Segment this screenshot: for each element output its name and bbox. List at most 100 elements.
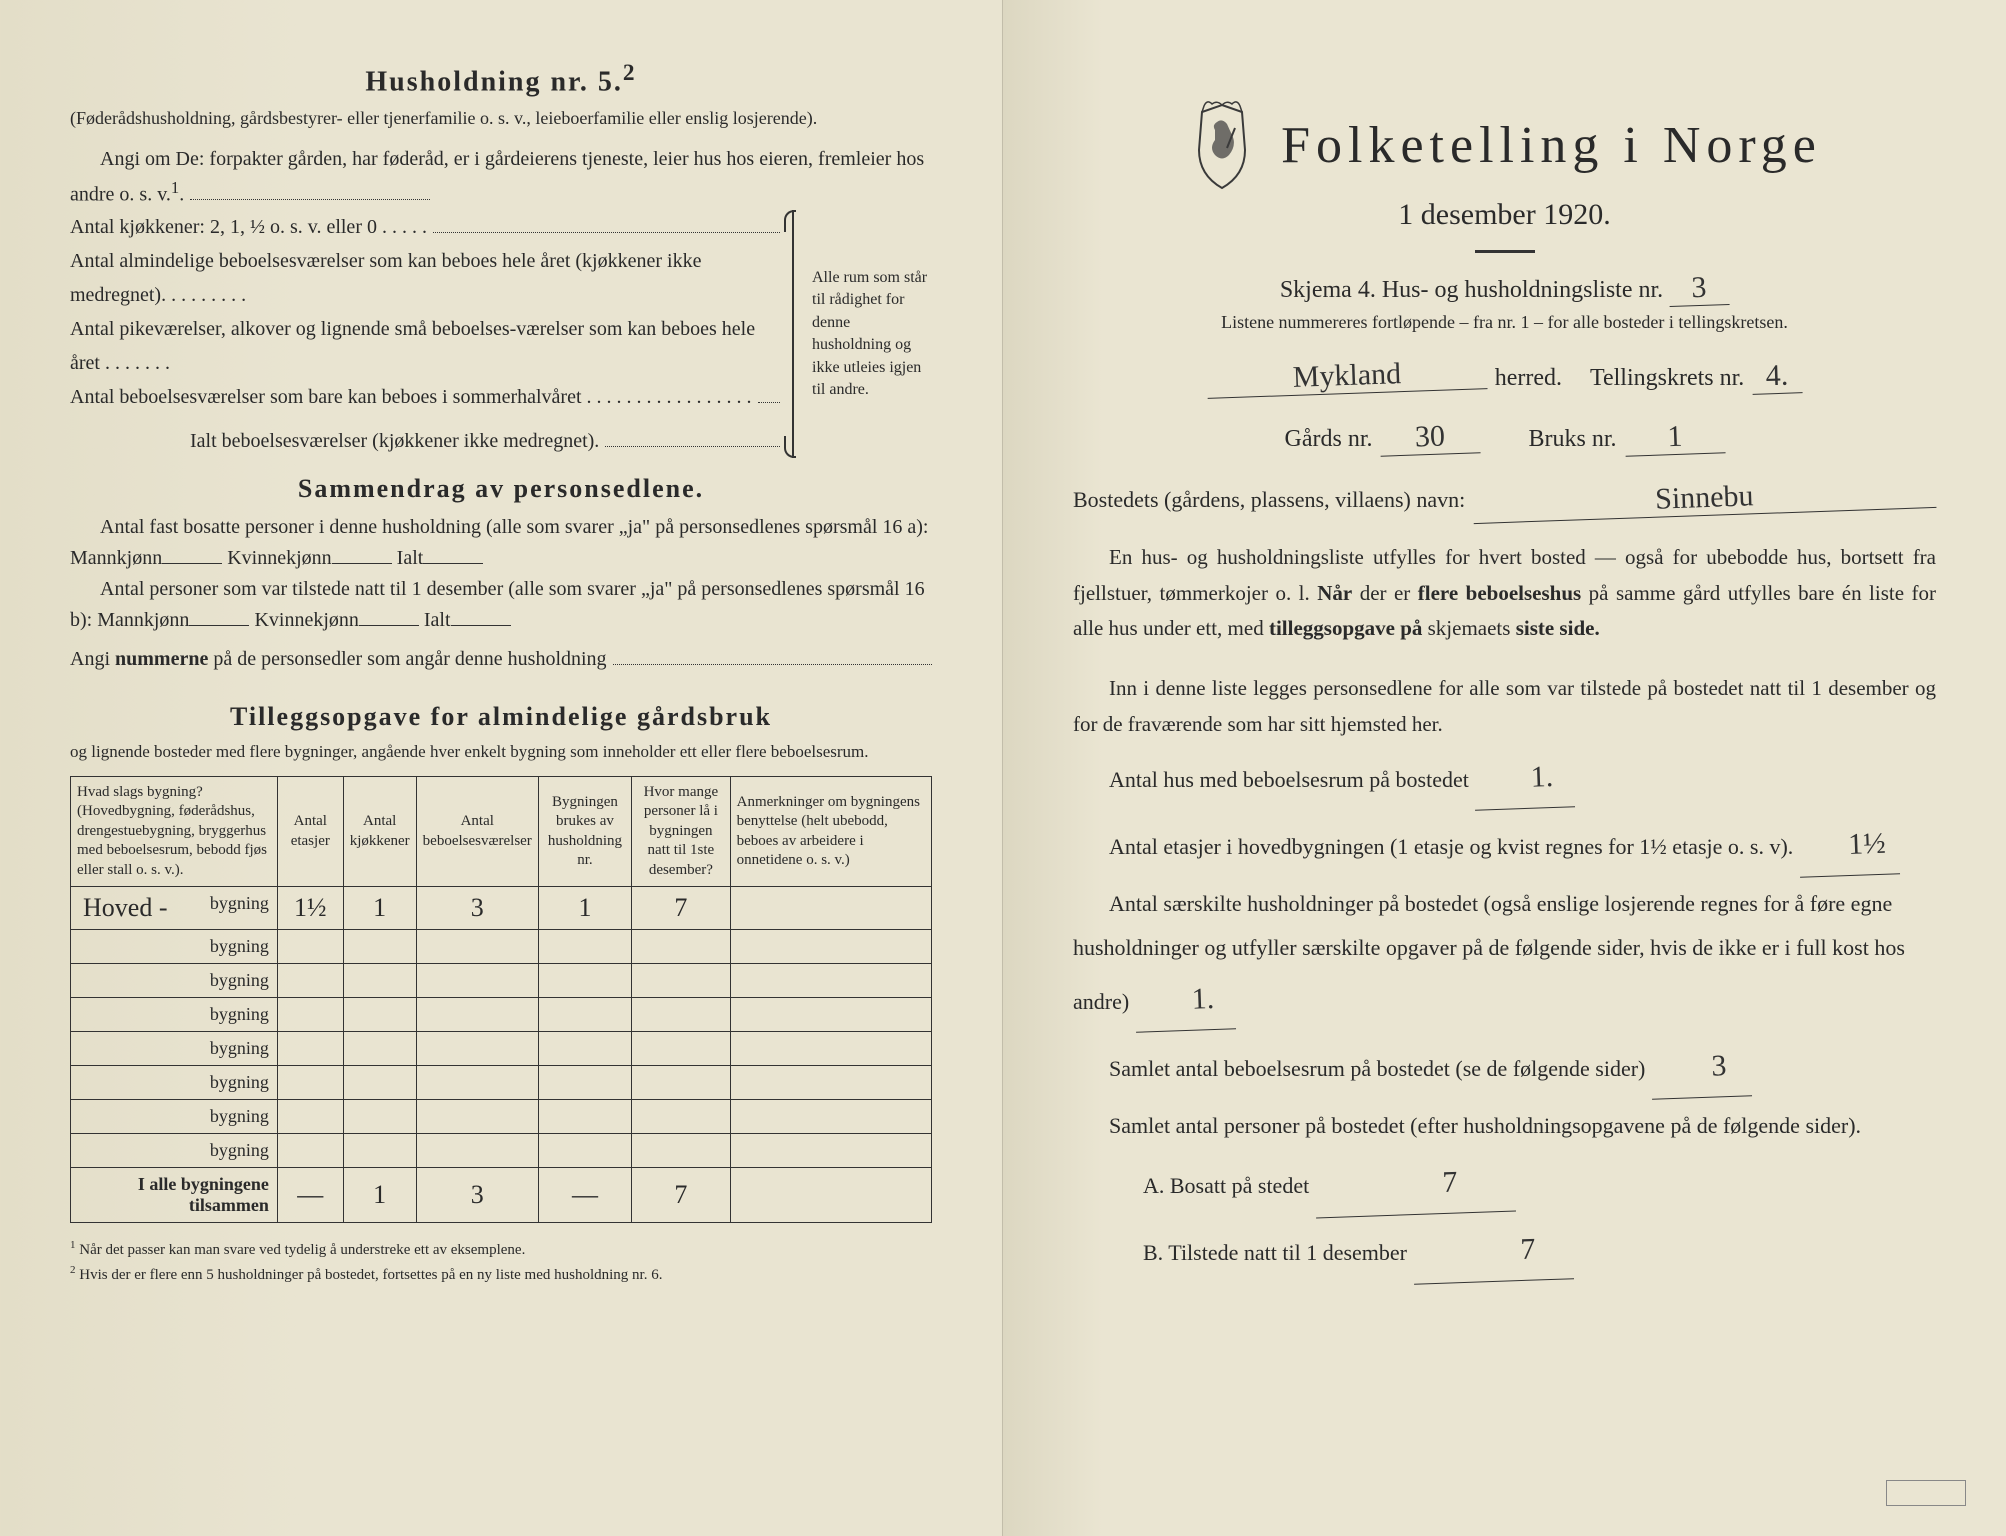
table-header-row: Hvad slags bygning? (Hovedbygning, føder… bbox=[71, 776, 932, 887]
table-cell: 3 bbox=[416, 887, 538, 930]
table-row: bygning bbox=[71, 1134, 932, 1168]
skjema-nr-value: 3 bbox=[1669, 270, 1730, 307]
table-cell bbox=[277, 1066, 343, 1100]
qA: A. Bosatt på stedet 7 bbox=[1073, 1154, 1936, 1215]
table-cell bbox=[632, 1100, 731, 1134]
table-cell bbox=[730, 930, 931, 964]
main-title: Folketelling i Norge bbox=[1281, 116, 1822, 175]
para-2: Inn i denne liste legges personsedlene f… bbox=[1073, 671, 1936, 742]
left-page: Husholdning nr. 5.2 (Føderådshusholdning… bbox=[0, 0, 1003, 1536]
totals-label: I alle bygningene tilsammen bbox=[71, 1168, 278, 1223]
row-label: bygning bbox=[71, 930, 278, 964]
bosted-value: Sinnebu bbox=[1473, 473, 1937, 524]
th-notes: Anmerkninger om bygningens benyttelse (h… bbox=[730, 776, 931, 887]
row-label: bygning bbox=[71, 1066, 278, 1100]
table-cell bbox=[343, 1100, 416, 1134]
table-cell bbox=[416, 1066, 538, 1100]
qB: B. Tilstede natt til 1 desember 7 bbox=[1073, 1221, 1936, 1282]
th-rooms: Antal beboelsesværelser bbox=[416, 776, 538, 887]
rooms-block: Antal kjøkkener: 2, 1, ½ o. s. v. eller … bbox=[70, 210, 932, 458]
table-cell bbox=[277, 998, 343, 1032]
table-row: bygning bbox=[71, 1066, 932, 1100]
brace-note: Alle rum som står til rådighet for denne… bbox=[792, 210, 932, 458]
totals-c1: — bbox=[277, 1168, 343, 1223]
tillegg-title: Tilleggsopgave for almindelige gårdsbruk bbox=[70, 702, 932, 732]
q4: Samlet antal beboelsesrum på bostedet (s… bbox=[1073, 1037, 1936, 1098]
buildings-table: Hvad slags bygning? (Hovedbygning, føder… bbox=[70, 776, 932, 1224]
totals-c5: 7 bbox=[632, 1168, 731, 1223]
table-cell bbox=[730, 1032, 931, 1066]
q1-value: 1. bbox=[1473, 747, 1575, 811]
header: Folketelling i Norge bbox=[1073, 100, 1936, 190]
table-cell bbox=[416, 930, 538, 964]
household-angi: Angi om De: forpakter gården, har føderå… bbox=[70, 144, 932, 211]
table-cell: 1 bbox=[343, 887, 416, 930]
th-persons: Hvor mange personer lå i bygningen natt … bbox=[632, 776, 731, 887]
row-label: bygning bbox=[71, 964, 278, 998]
table-cell bbox=[538, 998, 631, 1032]
table-cell: 1 bbox=[538, 887, 631, 930]
table-cell bbox=[632, 964, 731, 998]
pike-line: Antal pikeværelser, alkover og lignende … bbox=[70, 312, 774, 380]
printer-stamp bbox=[1886, 1480, 1966, 1506]
table-totals-row: I alle bygningene tilsammen — 1 3 — 7 bbox=[71, 1168, 932, 1223]
total-line: Ialt beboelsesværelser (kjøkkener ikke m… bbox=[190, 424, 599, 458]
household-title: Husholdning nr. 5.2 bbox=[70, 60, 932, 98]
table-cell bbox=[632, 1066, 731, 1100]
gard-row: Gårds nr. 30 Bruks nr. 1 bbox=[1073, 420, 1936, 455]
table-cell bbox=[730, 964, 931, 998]
gard-value: 30 bbox=[1380, 418, 1481, 456]
table-row: bygning bbox=[71, 998, 932, 1032]
census-date: 1 desember 1920. bbox=[1073, 198, 1936, 232]
q1: Antal hus med beboelsesrum på bostedet 1… bbox=[1073, 748, 1936, 809]
table-cell bbox=[730, 887, 931, 930]
table-cell bbox=[730, 1066, 931, 1100]
row-label: bygning bbox=[71, 1032, 278, 1066]
totals-c4: — bbox=[538, 1168, 631, 1223]
th-etasjer: Antal etasjer bbox=[277, 776, 343, 887]
table-row: bygning bbox=[71, 1032, 932, 1066]
q4-value: 3 bbox=[1650, 1036, 1752, 1100]
table-cell: 7 bbox=[632, 887, 731, 930]
skjema-line: Skjema 4. Hus- og husholdningsliste nr. … bbox=[1073, 271, 1936, 306]
table-cell bbox=[538, 964, 631, 998]
table-row: bygning bbox=[71, 1100, 932, 1134]
th-type: Hvad slags bygning? (Hovedbygning, føder… bbox=[71, 776, 278, 887]
instruct: Listene nummereres fortløpende – fra nr.… bbox=[1073, 312, 1936, 333]
table-cell bbox=[632, 1134, 731, 1168]
table-cell bbox=[632, 1032, 731, 1066]
table-cell bbox=[277, 1100, 343, 1134]
herred-value: Mykland bbox=[1206, 354, 1487, 399]
table-cell bbox=[416, 1032, 538, 1066]
row-label: Hoved -bygning bbox=[71, 887, 278, 930]
table-cell bbox=[343, 930, 416, 964]
qB-value: 7 bbox=[1411, 1219, 1573, 1286]
table-cell bbox=[730, 998, 931, 1032]
bosted-row: Bostedets (gårdens, plassens, villaens) … bbox=[1073, 481, 1936, 516]
table-row: bygning bbox=[71, 930, 932, 964]
q2: Antal etasjer i hovedbygningen (1 etasje… bbox=[1073, 815, 1936, 876]
household-intro: (Føderådshusholdning, gårdsbestyrer- ell… bbox=[70, 106, 932, 131]
table-row: Hoved -bygning1½1317 bbox=[71, 887, 932, 930]
q2-value: 1½ bbox=[1798, 814, 1900, 878]
q3-value: 1. bbox=[1134, 969, 1236, 1033]
table-cell bbox=[538, 1134, 631, 1168]
table-cell bbox=[730, 1134, 931, 1168]
th-kjokken: Antal kjøkkener bbox=[343, 776, 416, 887]
table-row: bygning bbox=[71, 964, 932, 998]
table-cell bbox=[343, 964, 416, 998]
table-cell: 1½ bbox=[277, 887, 343, 930]
totals-c2: 1 bbox=[343, 1168, 416, 1223]
table-cell bbox=[343, 998, 416, 1032]
summary-line-2: Antal personer som var tilstede natt til… bbox=[70, 574, 932, 636]
row-label: bygning bbox=[71, 998, 278, 1032]
table-cell bbox=[538, 930, 631, 964]
q3: Antal særskilte husholdninger på bostede… bbox=[1073, 882, 1936, 1031]
table-cell bbox=[632, 998, 731, 1032]
table-cell bbox=[277, 930, 343, 964]
table-cell bbox=[343, 1032, 416, 1066]
totals-c6 bbox=[730, 1168, 931, 1223]
table-cell bbox=[277, 1134, 343, 1168]
table-cell bbox=[538, 1032, 631, 1066]
summary-line-1: Antal fast bosatte personer i denne hush… bbox=[70, 512, 932, 574]
